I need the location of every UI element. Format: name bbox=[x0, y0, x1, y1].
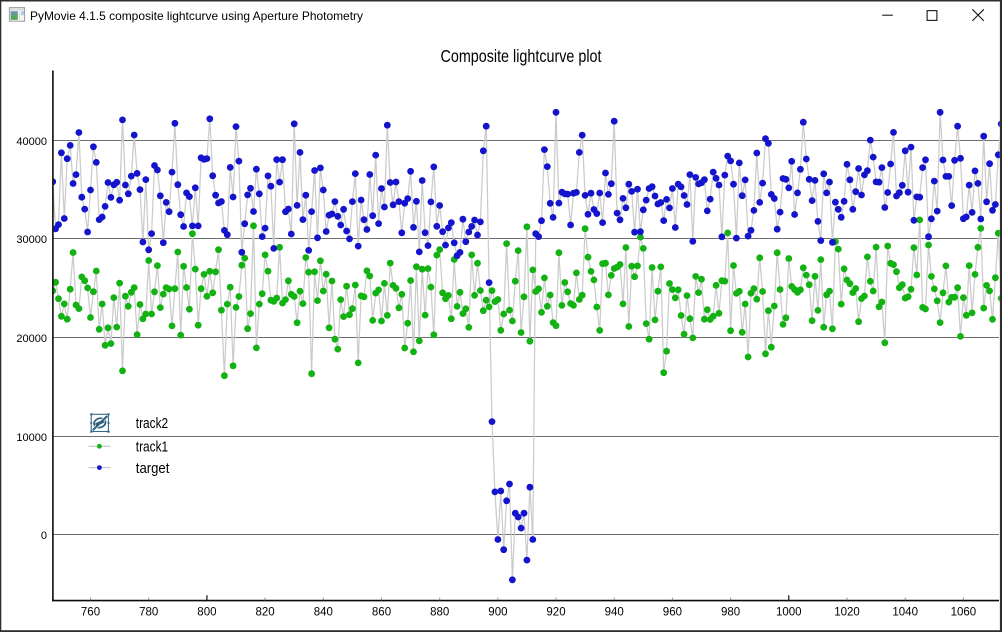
svg-text:980: 980 bbox=[721, 606, 740, 618]
svg-text:1020: 1020 bbox=[834, 606, 860, 618]
svg-text:820: 820 bbox=[256, 606, 275, 618]
svg-text:840: 840 bbox=[314, 606, 333, 618]
svg-text:1040: 1040 bbox=[892, 606, 918, 618]
svg-text:760: 760 bbox=[81, 606, 100, 618]
svg-text:880: 880 bbox=[430, 606, 449, 618]
svg-text:40000: 40000 bbox=[16, 136, 47, 148]
svg-text:1000: 1000 bbox=[776, 606, 802, 618]
svg-text:800: 800 bbox=[197, 606, 216, 618]
svg-text:30000: 30000 bbox=[16, 234, 47, 246]
svg-text:940: 940 bbox=[605, 606, 624, 618]
svg-text:10000: 10000 bbox=[16, 432, 47, 444]
svg-text:20000: 20000 bbox=[16, 333, 47, 345]
svg-text:PyMovie 4.1.5 composite lightc: PyMovie 4.1.5 composite lightcurve using… bbox=[30, 9, 363, 23]
svg-text:1060: 1060 bbox=[951, 606, 977, 618]
svg-text:Composite lightcurve plot: Composite lightcurve plot bbox=[441, 46, 602, 66]
svg-text:0: 0 bbox=[41, 530, 47, 542]
svg-text:860: 860 bbox=[372, 606, 391, 618]
svg-text:target: target bbox=[136, 460, 170, 477]
svg-text:960: 960 bbox=[663, 606, 682, 618]
svg-text:900: 900 bbox=[488, 606, 507, 618]
svg-text:780: 780 bbox=[139, 606, 158, 618]
svg-text:track1: track1 bbox=[136, 439, 168, 456]
svg-text:920: 920 bbox=[546, 606, 565, 618]
svg-text:track2: track2 bbox=[136, 415, 168, 432]
